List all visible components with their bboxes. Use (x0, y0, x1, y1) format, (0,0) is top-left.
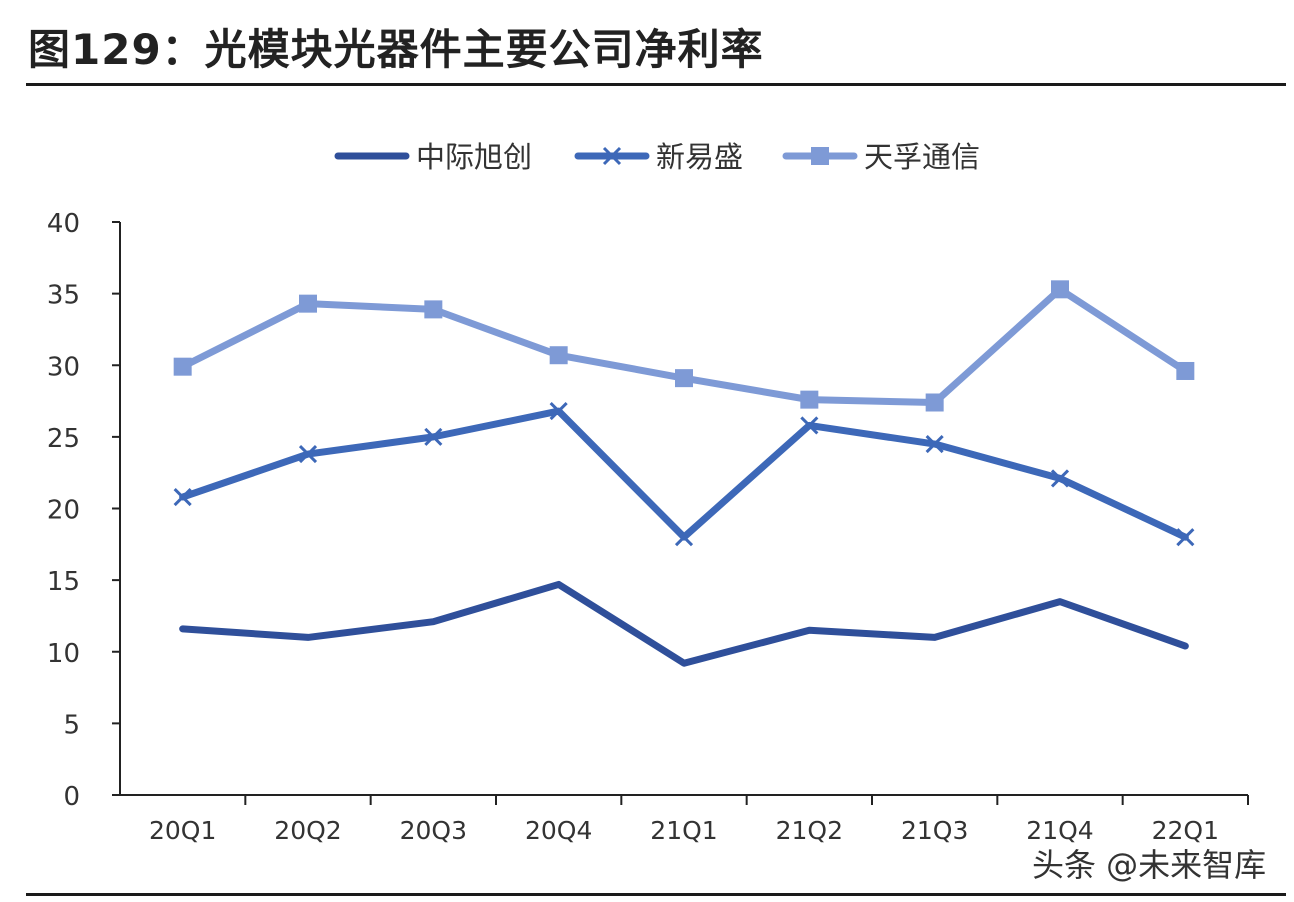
y-tick-label: 10 (47, 639, 80, 669)
data-point (800, 390, 819, 409)
chart-legend: 中际旭创 新易盛 天孚通信 (334, 140, 980, 174)
y-tick-label: 30 (47, 352, 80, 382)
watermark: 头条 @未来智库 (1032, 846, 1267, 884)
data-point (424, 427, 443, 446)
chart-series (173, 280, 1195, 667)
legend-item: 天孚通信 (782, 140, 980, 174)
data-point (1176, 361, 1195, 380)
x-tick-label: 21Q1 (650, 816, 717, 845)
title-divider (26, 83, 1286, 86)
series-1 (179, 580, 1189, 667)
series-2 (173, 402, 1195, 547)
legend-label: 新易盛 (656, 140, 743, 174)
data-point (1051, 280, 1069, 299)
legend-item: 新易盛 (574, 140, 743, 174)
data-point (299, 294, 317, 313)
data-point (1176, 528, 1195, 547)
series-3 (173, 280, 1195, 412)
x-tick-label: 20Q3 (400, 816, 467, 845)
data-point (925, 434, 944, 454)
data-point (811, 147, 829, 165)
data-point (1050, 469, 1070, 488)
x-tick-label: 21Q4 (1026, 816, 1093, 845)
data-point (298, 445, 318, 464)
y-tick-label: 5 (63, 710, 80, 740)
data-point (602, 146, 622, 166)
legend-label: 中际旭创 (416, 140, 532, 174)
y-tick-label: 25 (47, 424, 80, 454)
data-point (800, 416, 819, 435)
x-tick-label: 21Q2 (776, 816, 843, 845)
y-tick-label: 20 (47, 496, 80, 526)
x-tick-label: 20Q2 (274, 816, 341, 845)
page-title: 图129：光模块光器件主要公司净利率 (28, 25, 764, 74)
footer-divider (26, 893, 1286, 896)
y-tick-label: 15 (47, 567, 80, 597)
y-tick-label: 0 (63, 782, 80, 812)
data-point (925, 393, 944, 412)
data-point (675, 369, 693, 388)
x-tick-label: 21Q3 (901, 816, 968, 845)
legend-item: 中际旭创 (334, 140, 532, 174)
data-point (424, 300, 443, 319)
x-tick-label: 22Q1 (1152, 816, 1219, 845)
y-tick-label: 40 (47, 209, 80, 239)
y-tick-label: 35 (47, 281, 80, 311)
series-line (179, 407, 1189, 541)
chart-axes: 0 5 10 15 20 25 30 35 40 20Q1 20Q2 20Q3 20Q4 21Q1 21Q2… (47, 209, 1249, 845)
data-point (173, 357, 192, 376)
data-point (173, 487, 192, 507)
data-point (674, 528, 694, 547)
data-point (549, 346, 568, 365)
series-line (179, 580, 1189, 667)
data-point (549, 402, 568, 421)
legend-label: 天孚通信 (864, 140, 980, 174)
x-tick-label: 20Q4 (525, 816, 592, 845)
x-tick-label: 20Q1 (149, 816, 216, 845)
